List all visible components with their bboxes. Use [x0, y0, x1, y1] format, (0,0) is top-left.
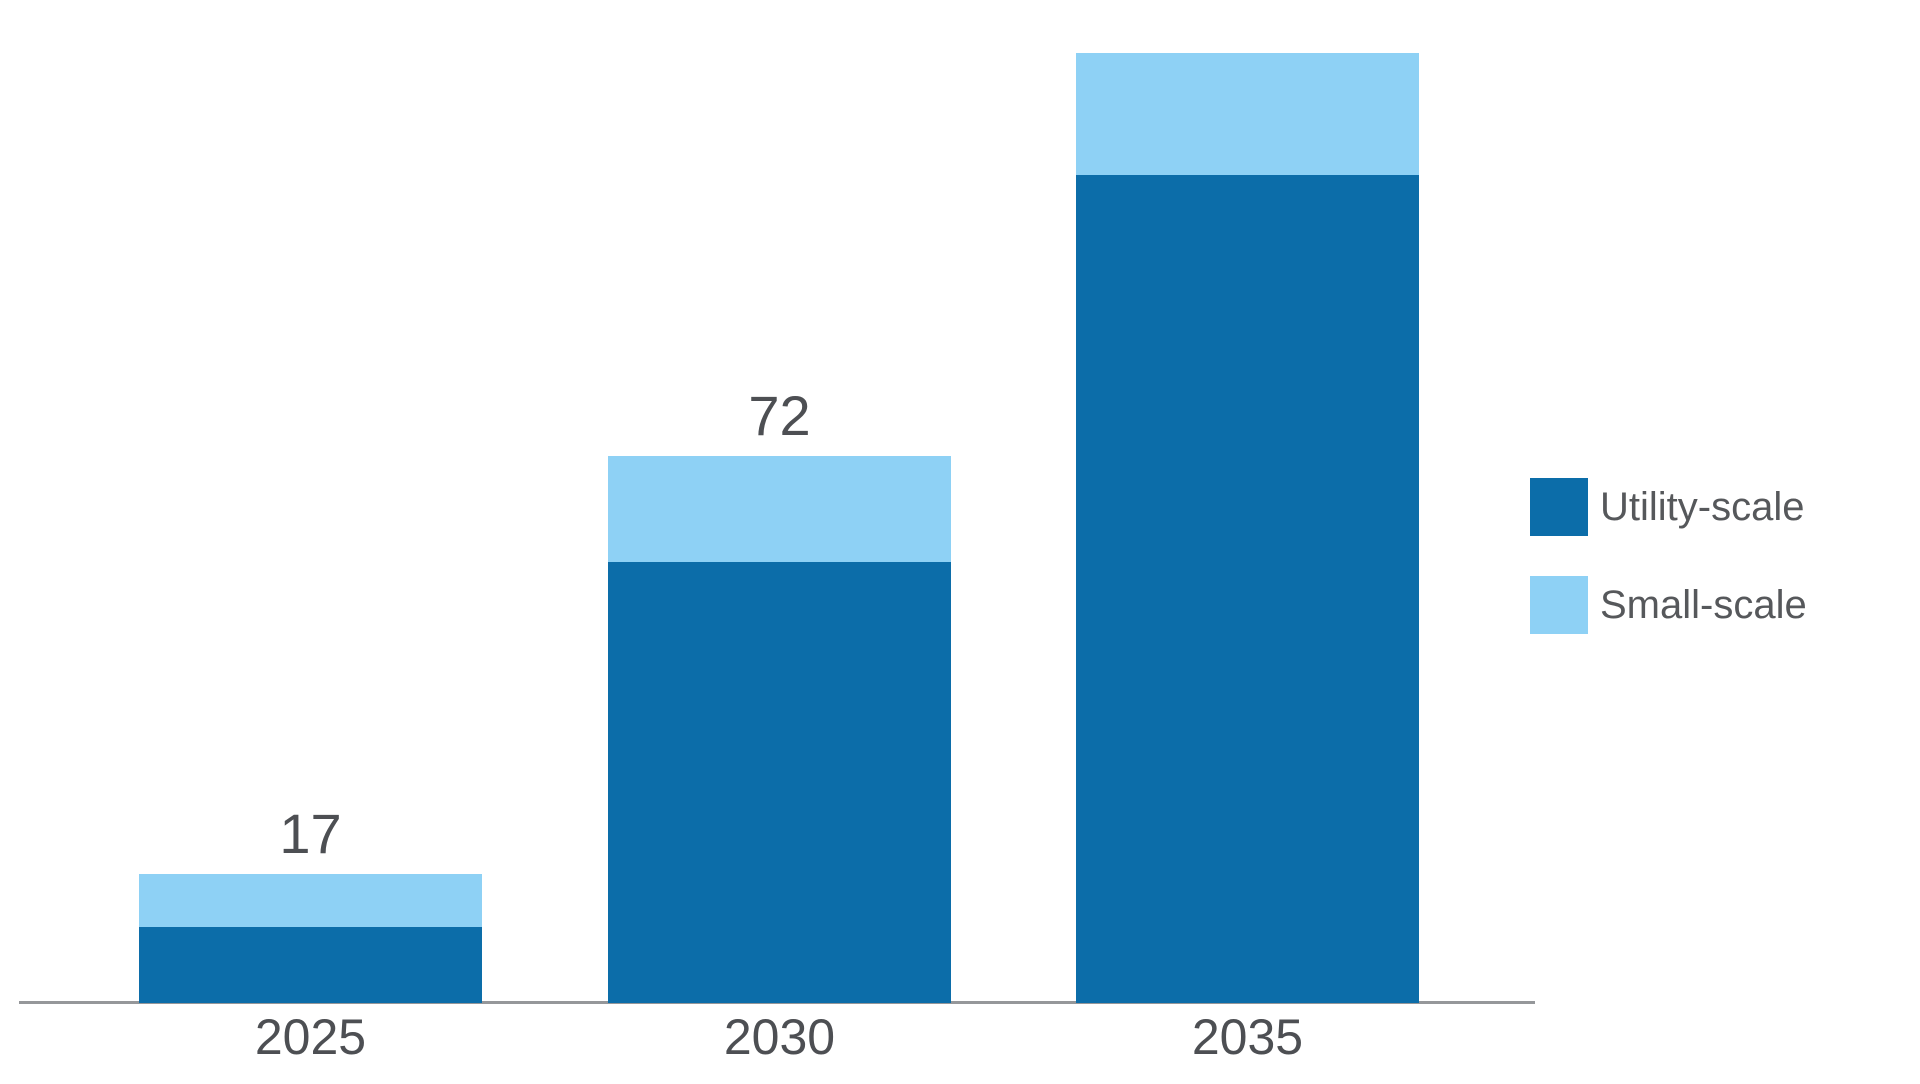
x-axis-label-2030: 2030	[723, 1009, 836, 1065]
legend-swatch-utility-scale	[1530, 478, 1588, 536]
legend-item-utility-scale: Utility-scale	[1530, 478, 1807, 536]
bar-2025-utility-scale-segment	[139, 927, 482, 1003]
bar-2025-small-scale-segment	[139, 874, 482, 927]
x-axis-label-2025: 2025	[254, 1009, 367, 1065]
legend-item-small-scale: Small-scale	[1530, 576, 1807, 634]
bar-2035-utility-scale-segment	[1076, 175, 1419, 1003]
legend: Utility-scale Small-scale	[1530, 478, 1807, 674]
legend-swatch-small-scale	[1530, 576, 1588, 634]
bar-2030-small-scale-segment	[608, 456, 951, 562]
legend-label-small-scale: Small-scale	[1600, 583, 1807, 627]
bar-2030-utility-scale-segment	[608, 562, 951, 1003]
bar-total-label-2025: 17	[279, 802, 342, 865]
bar-2035-small-scale-segment	[1076, 53, 1419, 175]
bar-total-label-2030: 72	[748, 384, 811, 447]
x-axis-label-2035: 2035	[1191, 1009, 1304, 1065]
legend-label-utility-scale: Utility-scale	[1600, 485, 1805, 529]
